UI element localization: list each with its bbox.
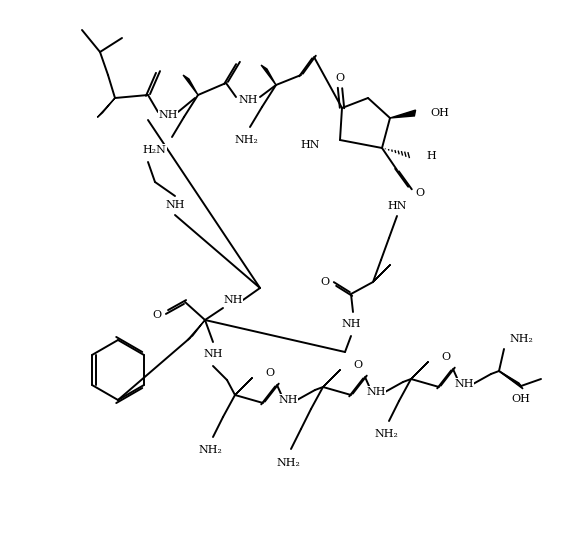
Text: NH: NH: [158, 110, 178, 120]
Text: O: O: [336, 73, 345, 83]
Polygon shape: [373, 265, 390, 282]
Text: NH: NH: [278, 395, 298, 405]
Polygon shape: [323, 370, 340, 387]
Text: HN: HN: [387, 201, 407, 211]
Text: NH₂: NH₂: [374, 429, 398, 439]
Polygon shape: [261, 65, 276, 85]
Text: NH: NH: [454, 379, 474, 389]
Text: O: O: [152, 310, 162, 320]
Text: NH: NH: [341, 319, 361, 329]
Polygon shape: [411, 362, 428, 379]
Polygon shape: [187, 320, 205, 340]
Text: NH: NH: [165, 200, 185, 210]
Text: NH: NH: [238, 95, 258, 105]
Text: O: O: [415, 188, 424, 198]
Text: HN: HN: [300, 140, 320, 150]
Text: NH₂: NH₂: [276, 458, 300, 468]
Polygon shape: [235, 378, 253, 395]
Text: O: O: [320, 277, 329, 287]
Text: NH₂: NH₂: [234, 135, 258, 145]
Polygon shape: [183, 75, 198, 95]
Polygon shape: [499, 371, 523, 389]
Text: OH: OH: [512, 394, 530, 404]
Text: O: O: [265, 368, 275, 378]
Text: H₂N: H₂N: [142, 145, 166, 155]
Text: O: O: [353, 360, 362, 370]
Text: OH: OH: [430, 108, 449, 118]
Text: NH: NH: [223, 295, 243, 305]
Text: NH: NH: [203, 349, 222, 359]
Polygon shape: [97, 98, 115, 117]
Text: NH₂: NH₂: [198, 445, 222, 455]
Text: H: H: [426, 151, 436, 161]
Polygon shape: [390, 110, 415, 118]
Text: O: O: [442, 352, 451, 362]
Text: NH: NH: [366, 387, 386, 397]
Text: NH₂: NH₂: [509, 334, 533, 344]
